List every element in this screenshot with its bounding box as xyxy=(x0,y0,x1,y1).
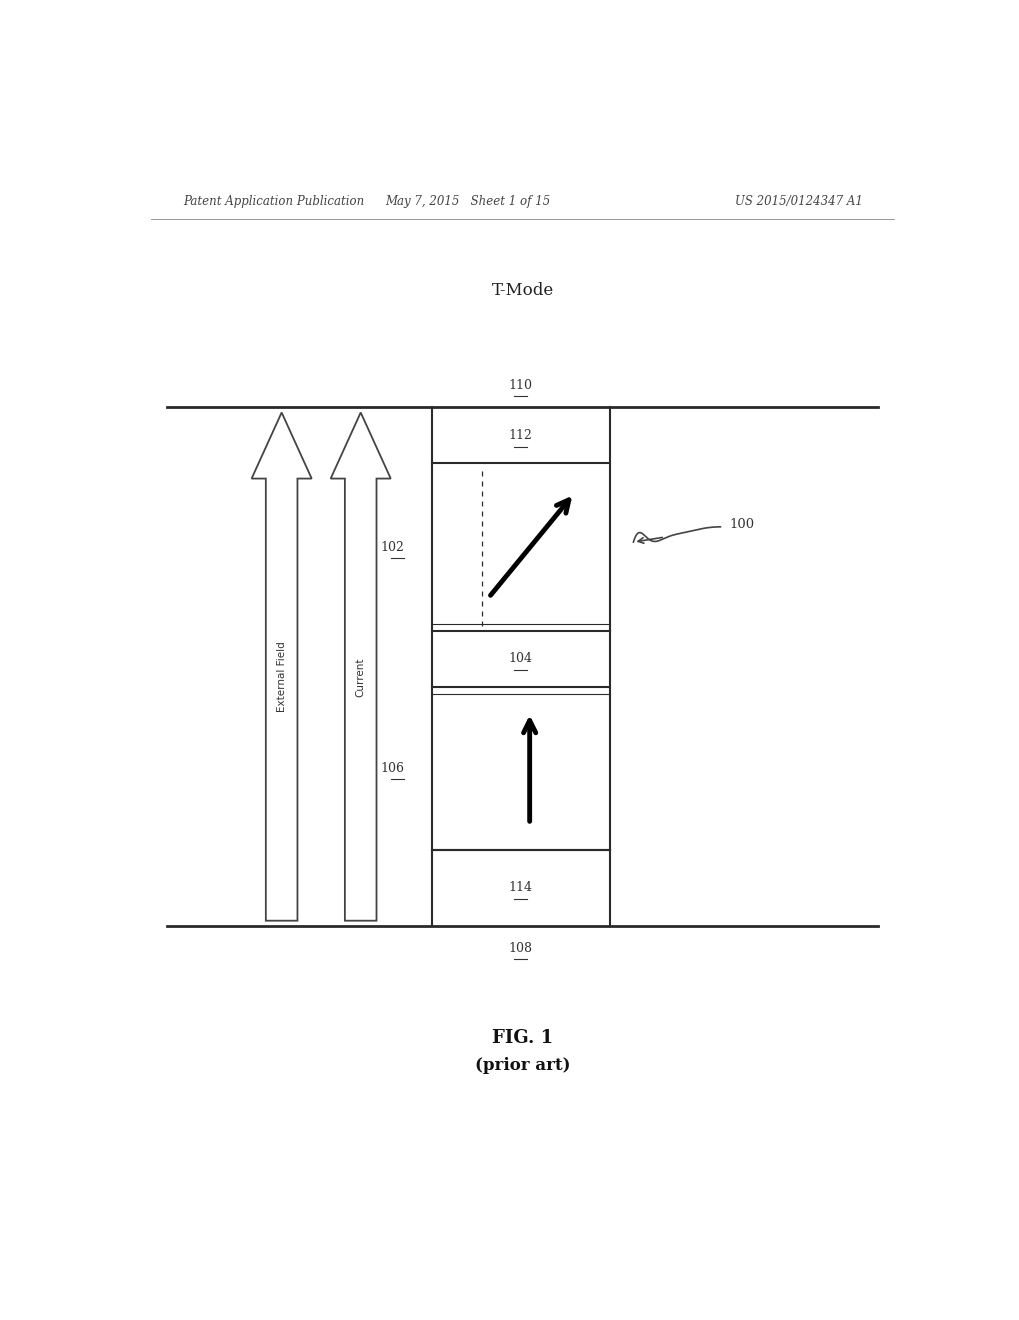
Text: May 7, 2015   Sheet 1 of 15: May 7, 2015 Sheet 1 of 15 xyxy=(384,194,549,207)
Text: 106: 106 xyxy=(380,762,404,775)
Text: 110: 110 xyxy=(508,379,532,392)
Text: Patent Application Publication: Patent Application Publication xyxy=(182,194,364,207)
Text: 102: 102 xyxy=(380,541,404,553)
Text: Current: Current xyxy=(356,657,366,697)
Text: (prior art): (prior art) xyxy=(475,1056,570,1073)
Text: US 2015/0124347 A1: US 2015/0124347 A1 xyxy=(734,194,862,207)
Text: T-Mode: T-Mode xyxy=(491,282,553,300)
Text: External Field: External Field xyxy=(276,642,286,711)
Text: 104: 104 xyxy=(508,652,532,665)
Text: 108: 108 xyxy=(508,941,532,954)
Text: 112: 112 xyxy=(508,429,532,442)
Text: 100: 100 xyxy=(730,519,754,532)
Text: FIG. 1: FIG. 1 xyxy=(492,1028,552,1047)
Text: 114: 114 xyxy=(508,882,532,894)
